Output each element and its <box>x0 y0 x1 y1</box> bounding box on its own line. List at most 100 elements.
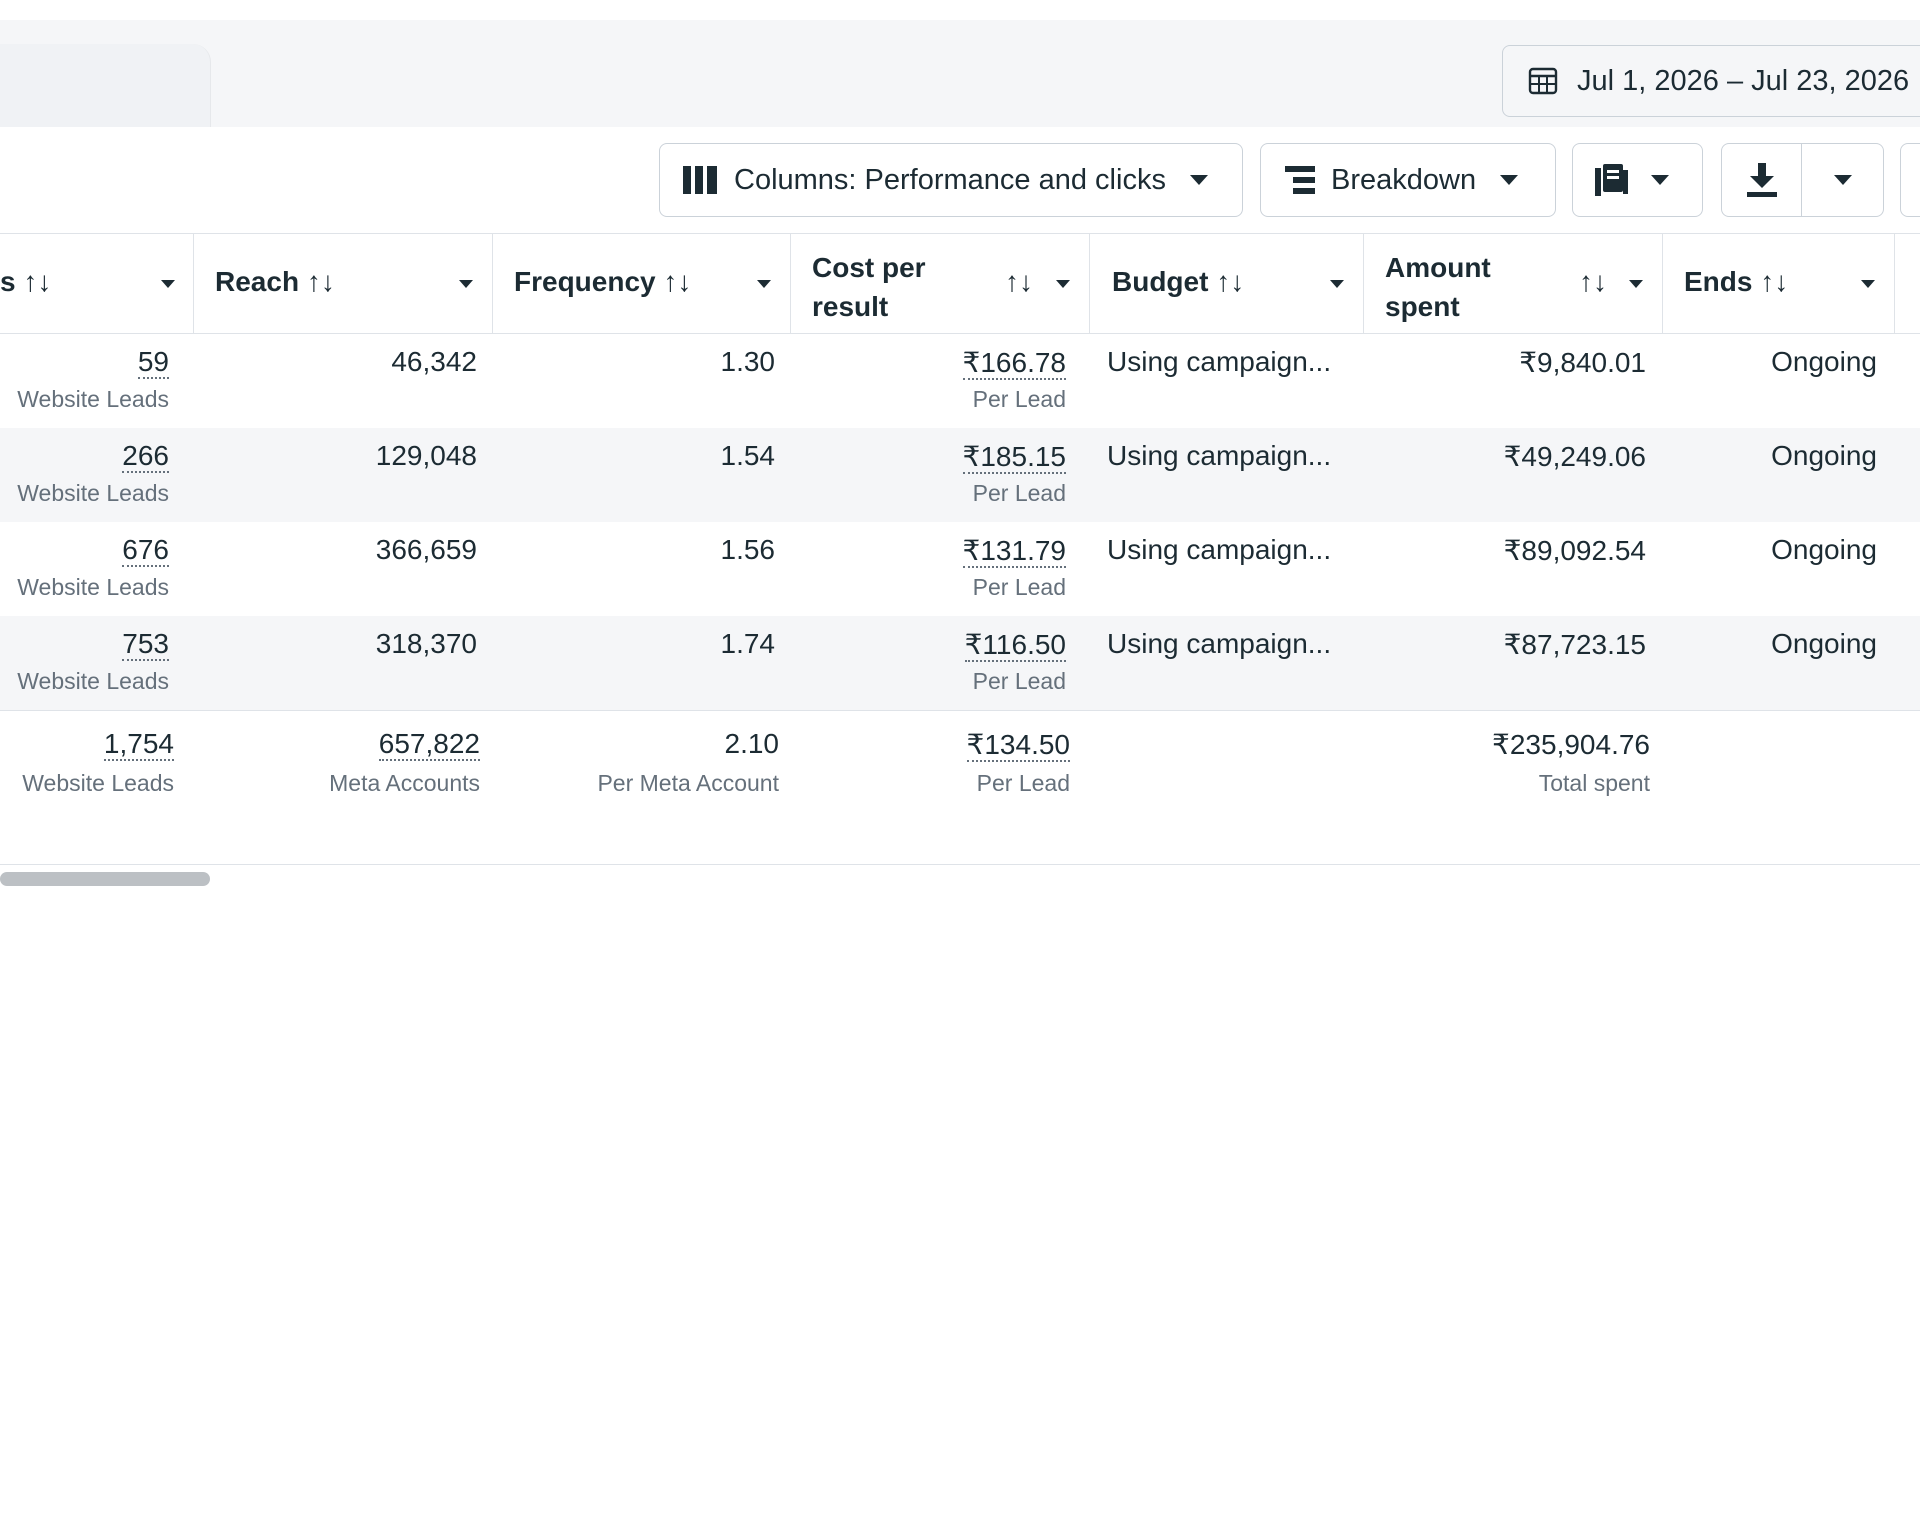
more-button[interactable] <box>1900 143 1920 217</box>
sort-icon: ↑↓ <box>1579 266 1607 297</box>
cost-per-result-label: Per Lead <box>972 386 1066 412</box>
frequency-value: 1.54 <box>720 440 776 471</box>
amount-spent-value: ₹89,092.54 <box>1503 535 1646 566</box>
table-row[interactable]: 676 Website Leads 366,659 1.56 ₹131.79 Per Le… <box>0 522 1920 616</box>
chevron-down-icon <box>1500 175 1519 185</box>
reports-button[interactable] <box>1572 143 1703 217</box>
reach-value: 129,048 <box>375 440 477 471</box>
amount-spent-value: ₹9,840.01 <box>1519 347 1646 378</box>
table-row[interactable]: 59 Website Leads 46,342 1.30 ₹166.78 Per Lead… <box>0 334 1920 428</box>
totals-row: 1,754 Website Leads 657,822 Meta Account… <box>0 712 1920 862</box>
date-range-label: Jul 1, 2026 – Jul 23, 2026 <box>1577 64 1910 97</box>
header-frequency[interactable]: Frequency ↑↓ <box>493 234 791 333</box>
total-frequency-label: Per Meta Account <box>597 770 779 796</box>
export-options-button[interactable] <box>1802 144 1883 216</box>
results-value[interactable]: 59 <box>137 346 169 379</box>
total-reach[interactable]: 657,822 <box>378 728 480 761</box>
results-value[interactable]: 753 <box>122 628 169 661</box>
chevron-down-icon <box>1833 175 1852 185</box>
columns-icon <box>683 166 717 194</box>
table-row[interactable]: 753 Website Leads 318,370 1.74 ₹116.50 Per Le… <box>0 616 1920 710</box>
header-cost-per-result-label: Cost per result <box>812 252 926 322</box>
header-budget-label: Budget <box>1112 266 1209 297</box>
ends-value: Ongoing <box>1771 628 1877 659</box>
header-ends-label: Ends <box>1684 266 1753 297</box>
ends-value: Ongoing <box>1771 440 1877 471</box>
chevron-down-icon <box>1651 175 1669 185</box>
horizontal-scrollbar[interactable] <box>0 872 210 886</box>
amount-spent-value: ₹87,723.15 <box>1503 629 1646 660</box>
header-budget[interactable]: Budget ↑↓ <box>1090 234 1364 333</box>
total-cost-per-result[interactable]: ₹134.50 <box>966 729 1070 762</box>
download-icon <box>1746 163 1777 197</box>
breakdown-button[interactable]: Breakdown <box>1260 143 1556 217</box>
totals-divider <box>0 710 1920 711</box>
export-button[interactable] <box>1722 144 1803 216</box>
header-results-label: s ↑↓ <box>0 266 52 297</box>
cost-per-result-value[interactable]: ₹131.79 <box>962 535 1066 568</box>
table-header-row: s ↑↓ Reach ↑↓ Frequency ↑↓ Cost per resul… <box>0 233 1920 334</box>
frequency-value: 1.30 <box>720 346 776 377</box>
total-amount-spent-label: Total spent <box>1538 770 1650 796</box>
total-reach-label: Meta Accounts <box>329 770 480 796</box>
header-amount-spent[interactable]: Amount spent ↑↓ <box>1364 234 1663 333</box>
chevron-down-icon[interactable] <box>161 280 175 288</box>
amount-spent-value: ₹49,249.06 <box>1503 441 1646 472</box>
chevron-down-icon[interactable] <box>757 280 771 288</box>
budget-value[interactable]: Using campaign... <box>1107 628 1332 659</box>
budget-value[interactable]: Using campaign... <box>1107 534 1332 565</box>
breakdown-label: Breakdown <box>1331 163 1477 196</box>
results-label: Website Leads <box>17 480 169 506</box>
header-cost-per-result[interactable]: Cost per result ↑↓ <box>791 234 1090 333</box>
results-label: Website Leads <box>17 386 169 412</box>
total-results[interactable]: 1,754 <box>103 728 174 761</box>
chevron-down-icon[interactable] <box>459 280 473 288</box>
total-amount-spent: ₹235,904.76 <box>1492 729 1650 760</box>
total-cost-per-result-label: Per Lead <box>976 770 1070 796</box>
reach-value: 318,370 <box>375 628 477 659</box>
results-value[interactable]: 266 <box>122 440 169 473</box>
chevron-down-icon[interactable] <box>1056 280 1070 288</box>
sort-icon: ↑↓ <box>306 266 335 297</box>
sort-icon: ↑↓ <box>1760 266 1789 297</box>
sort-icon: ↑↓ <box>1005 266 1033 297</box>
reach-value: 366,659 <box>375 534 477 565</box>
frequency-value: 1.56 <box>720 534 776 565</box>
cost-per-result-value[interactable]: ₹166.78 <box>962 347 1066 380</box>
cost-per-result-label: Per Lead <box>972 668 1066 694</box>
frequency-value: 1.74 <box>720 628 776 659</box>
cost-per-result-value[interactable]: ₹185.15 <box>962 441 1066 474</box>
date-range-button[interactable]: Jul 1, 2026 – Jul 23, 2026 <box>1502 45 1920 117</box>
header-ends[interactable]: Ends ↑↓ <box>1663 234 1895 333</box>
chevron-down-icon[interactable] <box>1861 280 1875 288</box>
reports-icon <box>1595 164 1628 196</box>
header-results[interactable]: s ↑↓ <box>0 234 194 333</box>
calendar-icon <box>1528 67 1558 95</box>
table-bottom-border <box>0 864 1920 865</box>
header-reach-label: Reach <box>215 266 300 297</box>
reach-value: 46,342 <box>391 346 477 377</box>
columns-button[interactable]: Columns: Performance and clicks <box>659 143 1243 217</box>
total-frequency: 2.10 <box>724 728 780 759</box>
header-reach[interactable]: Reach ↑↓ <box>194 234 493 333</box>
left-panel-tab[interactable] <box>0 44 211 127</box>
cost-per-result-label: Per Lead <box>972 480 1066 506</box>
results-label: Website Leads <box>17 574 169 600</box>
chevron-down-icon <box>1189 175 1208 185</box>
sort-icon: ↑↓ <box>663 266 692 297</box>
breakdown-icon <box>1285 166 1315 194</box>
sort-icon: ↑↓ <box>1216 266 1245 297</box>
table-row[interactable]: 266 Website Leads 129,048 1.54 ₹185.15 Per Le… <box>0 428 1920 522</box>
export-button-group <box>1721 143 1884 217</box>
cost-per-result-label: Per Lead <box>972 574 1066 600</box>
header-amount-spent-label: Amount spent <box>1385 252 1491 322</box>
cost-per-result-value[interactable]: ₹116.50 <box>964 629 1066 662</box>
chevron-down-icon[interactable] <box>1629 280 1643 288</box>
columns-label: Columns: Performance and clicks <box>734 163 1166 196</box>
results-value[interactable]: 676 <box>122 534 169 567</box>
total-results-label: Website Leads <box>22 770 174 796</box>
budget-value[interactable]: Using campaign... <box>1107 346 1332 377</box>
results-label: Website Leads <box>17 668 169 694</box>
chevron-down-icon[interactable] <box>1330 280 1344 288</box>
budget-value[interactable]: Using campaign... <box>1107 440 1332 471</box>
